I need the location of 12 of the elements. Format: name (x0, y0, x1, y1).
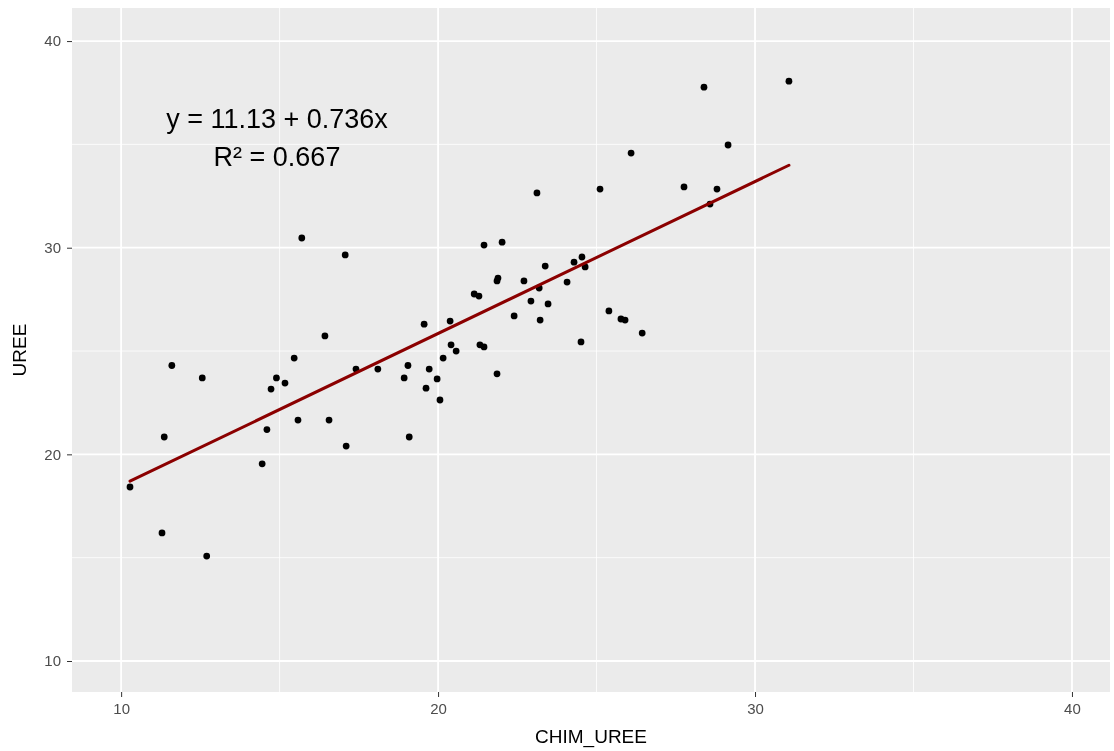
y-tick-label: 40 (44, 32, 61, 50)
annotation: y = 11.13 + 0.736x (166, 104, 389, 134)
y-tick-label: 10 (44, 652, 61, 670)
x-tick-label: 20 (430, 699, 447, 717)
x-tick-label: 30 (747, 699, 764, 717)
y-tick-label: 30 (44, 239, 61, 257)
y-axis-title: UREE (9, 323, 30, 377)
x-axis-title: CHIM_UREE (535, 726, 647, 748)
x-tick-label: 10 (113, 699, 130, 717)
x-tick-label: 40 (1064, 699, 1081, 717)
y-tick-label: 20 (44, 445, 61, 463)
annotation: R² = 0.667 (213, 142, 341, 172)
